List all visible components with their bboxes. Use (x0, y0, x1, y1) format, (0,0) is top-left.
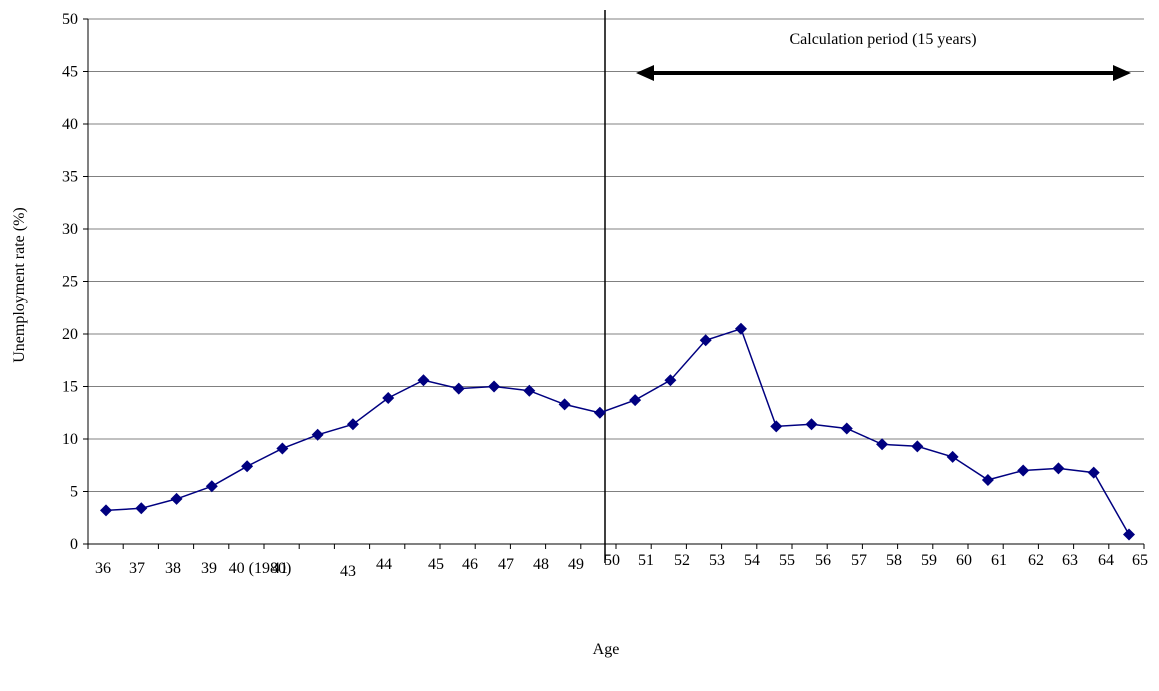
x-tick-label: 40 (1980) (229, 560, 292, 577)
x-tick-label: 55 (779, 552, 795, 569)
x-tick-label: 44 (376, 556, 392, 573)
y-tick-label: 50 (62, 11, 78, 28)
data-point (276, 442, 289, 455)
data-point (734, 322, 747, 335)
x-tick-label: 56 (815, 552, 831, 569)
x-tick-label: 60 (956, 552, 972, 569)
series-line (100, 322, 1135, 541)
period-arrow-right-head (1113, 65, 1131, 81)
data-point (840, 422, 853, 435)
x-axis-title: Age (593, 641, 620, 658)
data-point (523, 384, 536, 397)
data-point (382, 392, 395, 405)
x-tick-label: 47 (498, 556, 514, 573)
data-point (946, 450, 959, 463)
data-point (1017, 464, 1030, 477)
y-tick-label: 5 (70, 484, 78, 501)
data-point (1123, 528, 1135, 541)
data-point (1052, 462, 1065, 475)
x-tick-label: 61 (991, 552, 1007, 569)
x-tick-label: 63 (1062, 552, 1078, 569)
x-tick-label: 49 (568, 556, 584, 573)
x-tick-label: 58 (886, 552, 902, 569)
data-point (346, 418, 359, 431)
y-tick-label: 35 (62, 169, 78, 186)
x-tick-label: 57 (851, 552, 867, 569)
series-polyline (105, 327, 1130, 535)
x-tick-label: 36 (95, 560, 111, 577)
y-axis: 0 5 10 15 20 25 30 35 40 45 50 (62, 11, 89, 553)
data-point (417, 374, 430, 387)
x-tick-label: 65 (1132, 552, 1148, 569)
x-tick-label: 50 (604, 552, 620, 569)
y-tick-label: 15 (62, 379, 78, 396)
data-point (664, 374, 677, 387)
data-point (981, 473, 994, 486)
data-point (805, 418, 818, 431)
data-point (699, 334, 712, 347)
y-tick-label: 30 (62, 221, 78, 238)
x-tick-label: 59 (921, 552, 937, 569)
y-tick-label: 0 (70, 536, 78, 553)
x-tick-label: 43 (340, 563, 356, 580)
x-tick-label: 46 (462, 556, 478, 573)
data-point (876, 438, 889, 451)
x-tick-label: 48 (533, 556, 549, 573)
y-tick-label: 10 (62, 431, 78, 448)
y-tick-label: 25 (62, 274, 78, 291)
x-tick-label: 41 (272, 560, 288, 577)
x-tick-label: 53 (709, 552, 725, 569)
data-point (593, 406, 606, 419)
data-point (205, 480, 218, 493)
x-tick-label: 51 (638, 552, 654, 569)
y-tick-label: 40 (62, 116, 78, 133)
data-point (135, 502, 148, 515)
y-tick-label: 45 (62, 64, 78, 81)
data-point (911, 440, 924, 453)
calculation-period-annotation: Calculation period (15 years) (636, 31, 1131, 81)
x-tick-label: 37 (129, 560, 145, 577)
data-point (241, 460, 254, 473)
data-point (558, 398, 571, 411)
data-point (770, 420, 783, 433)
x-tick-label: 45 (428, 556, 444, 573)
data-point (629, 394, 642, 407)
x-axis: 36 37 38 39 40 (1980)41 43 44 45 46 47 48 49 50 51 52 5… (87, 543, 1148, 580)
data-point (488, 380, 501, 393)
data-point (452, 382, 465, 395)
data-point (1087, 466, 1100, 479)
x-tick-label: 52 (674, 552, 690, 569)
x-tick-label: 64 (1098, 552, 1114, 569)
y-axis-title: Unemployment rate (%) (11, 207, 28, 363)
gridlines (88, 18, 1144, 492)
data-point (311, 428, 324, 441)
period-arrow-left-head (636, 65, 654, 81)
calculation-period-label: Calculation period (15 years) (789, 31, 976, 48)
data-point (100, 504, 112, 517)
x-tick-label: 54 (744, 552, 760, 569)
x-tick-label: 38 (165, 560, 181, 577)
data-point (170, 492, 183, 505)
x-tick-label: 39 (201, 560, 217, 577)
y-tick-label: 20 (62, 326, 78, 343)
x-tick-label: 62 (1028, 552, 1044, 569)
